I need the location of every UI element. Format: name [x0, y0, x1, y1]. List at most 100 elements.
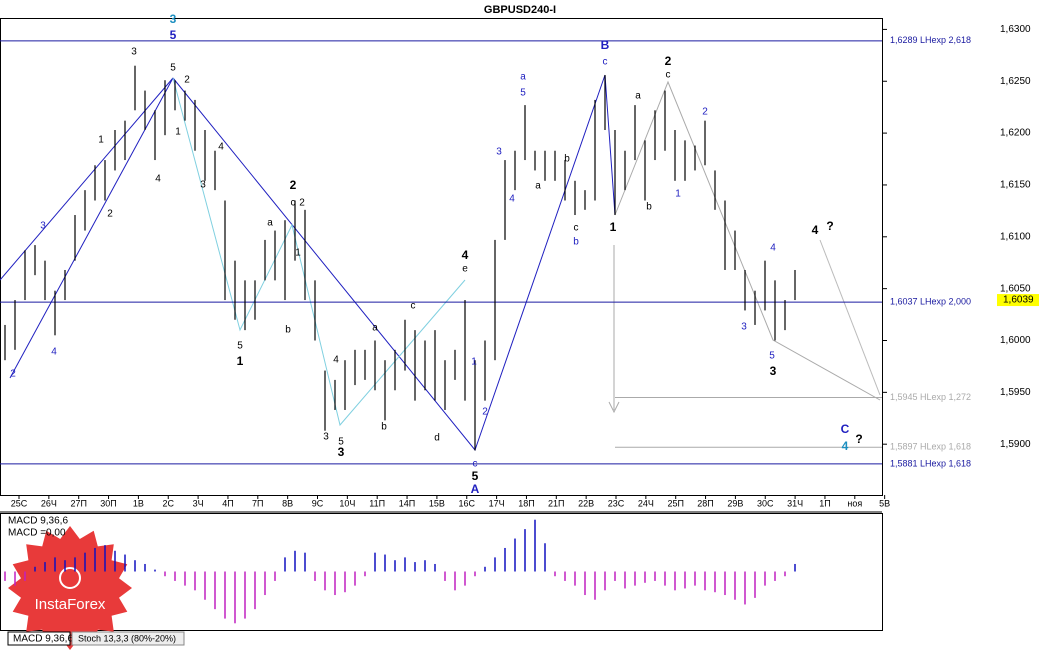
- x-tick-label: 30С: [757, 498, 774, 508]
- wave-label: 1: [675, 189, 681, 200]
- y-tick-label: 1,6250: [1000, 76, 1031, 87]
- wave-label: 5: [769, 351, 775, 362]
- y-tick-label: 1,6200: [1000, 128, 1031, 139]
- x-tick-label: 3Ч: [193, 498, 204, 508]
- tab-label[interactable]: MACD 9,36,6: [13, 634, 73, 645]
- x-tick-label: 22В: [578, 498, 594, 508]
- x-tick-label: 29В: [727, 498, 743, 508]
- x-tick-label: 1В: [133, 498, 144, 508]
- wave-label: c: [603, 57, 608, 68]
- wave-label: 4: [509, 194, 515, 205]
- wave-label: 4: [770, 243, 776, 254]
- logo-icon: [59, 567, 81, 589]
- tab[interactable]: [7, 631, 71, 646]
- wave-label: 3: [741, 322, 747, 333]
- wave-label: 5: [170, 63, 176, 74]
- wave-label: b: [285, 325, 291, 336]
- wave-label: 3: [770, 364, 777, 378]
- wave-label: 5: [170, 28, 177, 42]
- wave-label: 2: [184, 75, 190, 86]
- wave-label: 5: [338, 437, 344, 448]
- tab-label[interactable]: Stoch 13,3,3 (80%-20%): [78, 633, 176, 643]
- level-label: 1,5897 HLexp 1,618: [890, 442, 971, 452]
- wave-line: [172, 74, 616, 452]
- wave-label: 4: [218, 142, 224, 153]
- wave-label: 1: [471, 357, 477, 368]
- projection-arrow: [608, 401, 620, 414]
- wave-label: 2: [482, 407, 488, 418]
- y-tick-label: 1,6150: [1000, 180, 1031, 191]
- wave-label: a: [535, 181, 541, 192]
- x-tick-label: 2С: [162, 498, 174, 508]
- y-tick-label: 1,6050: [1000, 283, 1031, 294]
- wave-label: 4: [812, 223, 819, 237]
- level-label: 1,6289 LHexp 2,618: [890, 35, 971, 45]
- wave-label: 3: [40, 221, 46, 232]
- y-tick-label: 1,6300: [1000, 24, 1031, 35]
- x-tick-label: 30П: [100, 498, 116, 508]
- macd-value: MACD =0,00: [8, 528, 66, 539]
- wave-label: ?: [855, 432, 862, 446]
- wave-label: A: [471, 482, 480, 496]
- wave-label: b: [573, 237, 579, 248]
- wave-label: 2: [107, 209, 113, 220]
- y-tick-label: 1,6100: [1000, 231, 1031, 242]
- tab[interactable]: [71, 631, 185, 646]
- wave-label: a: [267, 218, 273, 229]
- wave-label: 2: [299, 198, 305, 209]
- wave-label: d: [434, 433, 440, 444]
- wave-label: 4: [842, 439, 849, 453]
- wave-label: 4: [462, 248, 469, 262]
- wave-label: 4: [155, 174, 161, 185]
- last-price-box: [997, 294, 1039, 307]
- y-tick-label: 1,5900: [1000, 439, 1031, 450]
- x-tick-label: 27П: [70, 498, 86, 508]
- wave-label: e: [462, 264, 468, 275]
- x-tick-label: 25C: [11, 498, 28, 508]
- wave-label: a: [520, 72, 526, 83]
- x-tick-label: 26Ч: [41, 498, 57, 508]
- macd-frame: [0, 513, 883, 631]
- wave-line: [614, 80, 881, 401]
- wave-label: 2: [702, 107, 708, 118]
- x-tick-label: 9С: [312, 498, 324, 508]
- wave-label: c: [666, 70, 671, 81]
- y-tick-label: 1,5950: [1000, 387, 1031, 398]
- level-label: 1,5881 LHexp 1,618: [890, 458, 971, 468]
- wave-label: b: [646, 202, 652, 213]
- wave-label: c: [574, 223, 579, 234]
- x-tick-label: 1П: [819, 498, 830, 508]
- wave-label: 5: [520, 88, 526, 99]
- wave-label: b: [564, 154, 570, 165]
- wave-label: 3: [323, 432, 329, 443]
- wave-label: 3: [338, 445, 345, 459]
- wave-label: 1: [610, 220, 617, 234]
- wave-label: c: [411, 301, 416, 312]
- x-tick-label: 18П: [518, 498, 534, 508]
- wave-line: [0, 77, 174, 281]
- x-tick-label: 28П: [697, 498, 713, 508]
- x-tick-label: 15В: [429, 498, 445, 508]
- wave-label: 1: [175, 127, 181, 138]
- wave-line: [9, 77, 174, 379]
- logo: InstaForex: [8, 526, 132, 650]
- wave-label: b: [381, 422, 387, 433]
- chart-title: GBPUSD240-I: [484, 4, 556, 16]
- wave-lines: [0, 74, 881, 452]
- x-tick-label: 4П: [222, 498, 233, 508]
- wave-label: 1: [295, 248, 301, 259]
- logo-text: InstaForex: [35, 596, 106, 613]
- x-tick-label: 24Ч: [638, 498, 654, 508]
- level-label: 1,5945 HLexp 1,272: [890, 392, 971, 402]
- x-tick-label: 8В: [282, 498, 293, 508]
- x-tick-label: 23С: [608, 498, 625, 508]
- wave-label: 3: [131, 47, 137, 58]
- wave-label: 3: [200, 180, 206, 191]
- x-tick-label: 10Ч: [339, 498, 355, 508]
- y-tick-label: 1,6000: [1000, 335, 1031, 346]
- x-tick-label: 21П: [548, 498, 564, 508]
- wave-label: 3: [170, 12, 177, 26]
- wave-label: 1: [237, 354, 244, 368]
- wave-label: a: [635, 91, 641, 102]
